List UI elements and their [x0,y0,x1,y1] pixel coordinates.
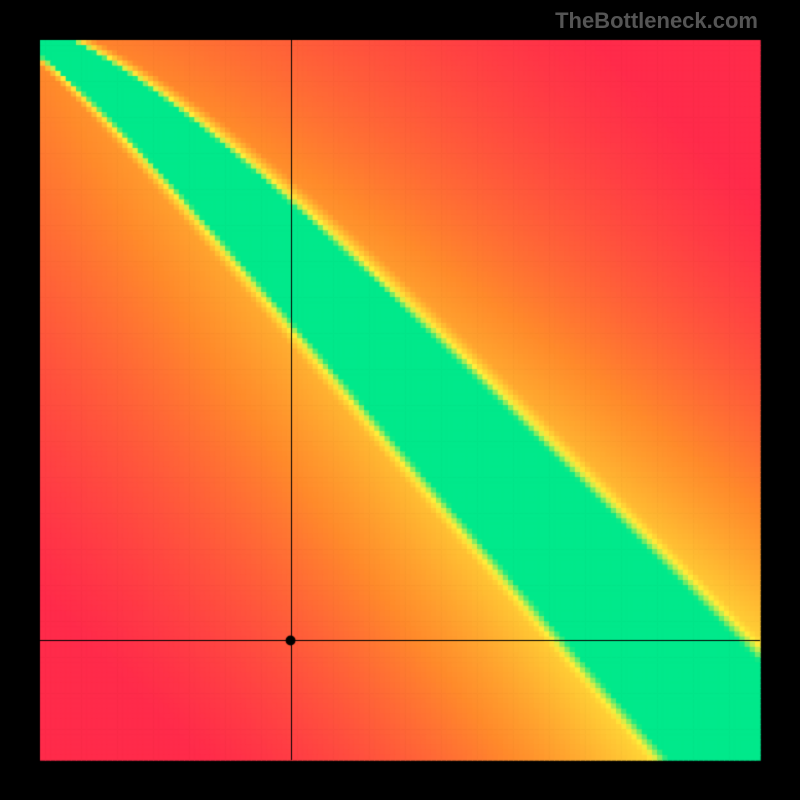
bottleneck-heatmap [0,0,800,800]
watermark-text: TheBottleneck.com [555,8,758,34]
chart-container: TheBottleneck.com [0,0,800,800]
